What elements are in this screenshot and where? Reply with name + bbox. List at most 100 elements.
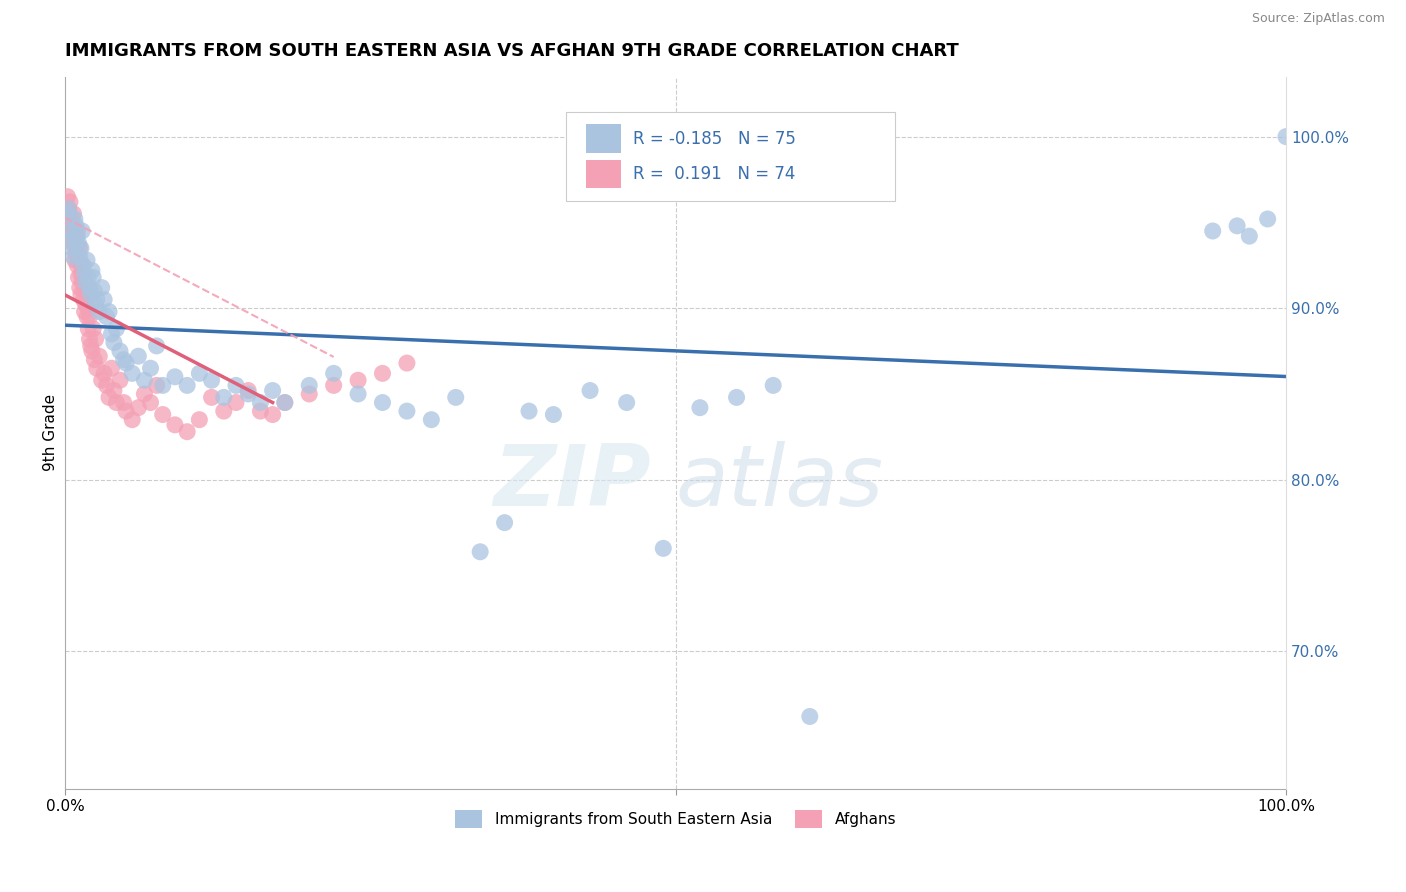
Point [145, 378, 167, 392]
Point [298, 387, 321, 401]
Point [1226, 219, 1249, 233]
Point [108, 373, 131, 387]
Point [347, 387, 370, 401]
Point [127, 401, 149, 415]
Point [63, 211, 86, 226]
Point [66, 229, 89, 244]
Point [1202, 224, 1225, 238]
Point [212, 391, 235, 405]
Point [90, 373, 112, 387]
Point [1275, 129, 1298, 144]
Point [70, 241, 93, 255]
Point [65, 229, 87, 244]
Point [67, 253, 90, 268]
Point [93, 367, 115, 381]
Point [75, 276, 97, 290]
Point [65, 219, 87, 233]
Point [80, 287, 103, 301]
Point [98, 304, 121, 318]
Point [249, 404, 271, 418]
Text: IMMIGRANTS FROM SOUTH EASTERN ASIA VS AFGHAN 9TH GRADE CORRELATION CHART: IMMIGRANTS FROM SOUTH EASTERN ASIA VS AF… [65, 42, 959, 60]
Point [1239, 229, 1261, 244]
Text: R =  0.191   N = 74: R = 0.191 N = 74 [633, 165, 796, 183]
Point [395, 404, 418, 418]
Point [69, 241, 91, 255]
Text: ZIP: ZIP [494, 441, 651, 524]
Point [212, 404, 235, 418]
Point [444, 391, 467, 405]
Point [62, 250, 84, 264]
Point [121, 367, 143, 381]
Point [616, 395, 638, 409]
Point [56, 207, 79, 221]
Point [105, 395, 128, 409]
Text: atlas: atlas [675, 441, 883, 524]
Point [79, 332, 101, 346]
Point [262, 408, 284, 422]
Point [115, 356, 138, 370]
Point [121, 413, 143, 427]
Point [139, 395, 162, 409]
Point [371, 367, 394, 381]
Legend: Immigrants from South Eastern Asia, Afghans: Immigrants from South Eastern Asia, Afgh… [449, 804, 903, 834]
Point [60, 224, 83, 238]
Point [83, 284, 105, 298]
Point [176, 425, 198, 439]
Point [63, 235, 86, 250]
Point [238, 387, 260, 401]
Point [66, 258, 89, 272]
Point [689, 401, 711, 415]
Point [58, 202, 80, 216]
Point [62, 229, 84, 244]
Point [65, 246, 87, 260]
Point [238, 384, 260, 398]
Point [579, 384, 602, 398]
Point [76, 287, 98, 301]
Point [96, 378, 118, 392]
Point [96, 310, 118, 324]
Point [163, 369, 186, 384]
Point [163, 417, 186, 432]
Point [72, 293, 94, 307]
Point [188, 413, 211, 427]
Point [100, 361, 122, 376]
Point [59, 194, 82, 209]
Point [80, 339, 103, 353]
Point [225, 378, 247, 392]
Point [70, 276, 93, 290]
Point [58, 202, 80, 216]
Point [86, 361, 108, 376]
Point [725, 391, 748, 405]
Point [72, 258, 94, 272]
Point [90, 280, 112, 294]
Point [70, 258, 93, 272]
Point [127, 349, 149, 363]
Point [79, 280, 101, 294]
Point [80, 344, 103, 359]
Point [200, 373, 222, 387]
Point [70, 224, 93, 238]
Point [66, 224, 89, 238]
Point [67, 270, 90, 285]
Point [59, 219, 82, 233]
Point [103, 384, 125, 398]
Point [762, 378, 785, 392]
Point [70, 287, 93, 301]
Point [89, 304, 111, 318]
Point [134, 387, 156, 401]
Point [371, 395, 394, 409]
Point [73, 284, 96, 298]
Point [86, 293, 108, 307]
Point [77, 301, 100, 315]
Point [108, 344, 131, 359]
Point [322, 367, 344, 381]
Point [77, 322, 100, 336]
Point [139, 361, 162, 376]
Point [76, 253, 98, 268]
Point [56, 189, 79, 203]
Point [799, 709, 821, 723]
Point [262, 384, 284, 398]
Point [225, 395, 247, 409]
Point [60, 211, 83, 226]
Point [112, 352, 135, 367]
